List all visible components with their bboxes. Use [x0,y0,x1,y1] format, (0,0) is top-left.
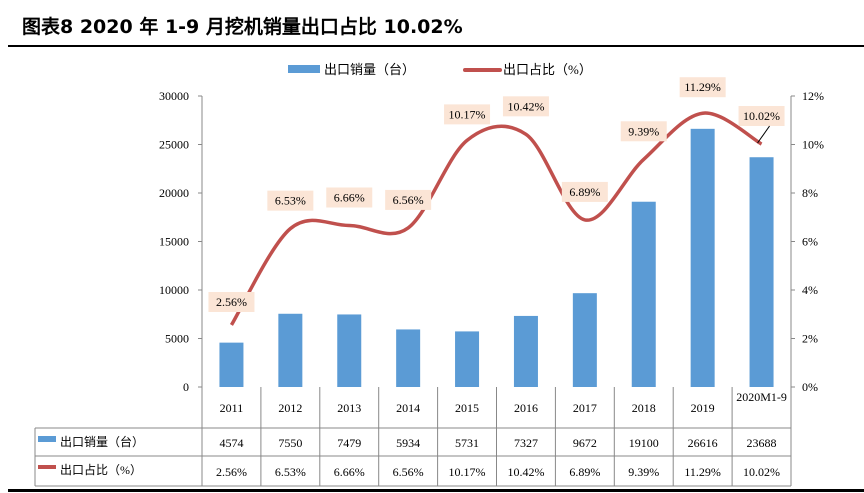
category-label: 2015 [455,401,479,415]
right-tick-label: 10% [802,138,824,152]
data-label: 6.66% [334,190,365,204]
data-label: 6.56% [393,193,424,207]
category-label: 2020M1-9 [736,390,787,404]
bar-2020M1-9 [749,157,774,387]
left-tick-label: 15000 [159,235,189,249]
table-cell-share: 6.56% [393,465,424,479]
data-label-bg [679,77,726,98]
data-label: 11.29% [684,80,721,94]
table-cell-volume: 5731 [455,436,479,450]
table-cell-volume: 4574 [219,436,243,450]
left-tick-label: 25000 [159,138,189,152]
data-label-bg [326,187,373,208]
right-tick-label: 0% [802,380,818,394]
share-line [229,111,763,326]
data-label: 10.17% [449,107,486,121]
table-row-label-share: 出口占比（%） [60,462,142,477]
table-cell-share: 10.42% [507,465,544,479]
table-cell-volume: 5934 [396,436,420,450]
data-label: 2.56% [216,295,247,309]
leader-line [757,125,770,144]
table-cell-volume: 7479 [337,436,361,450]
bar-2015 [455,331,480,387]
bar-2012 [278,313,303,387]
data-label: 10.02% [743,109,780,123]
table-cell-share: 10.02% [743,465,780,479]
legend-bar-label: 出口销量（台） [324,62,415,77]
table-cell-share: 6.66% [334,465,365,479]
bar-2016 [513,315,538,387]
table-row-label-volume: 出口销量（台） [60,434,144,449]
category-label: 2016 [514,401,538,415]
right-tick-label: 6% [802,235,818,249]
table-cell-share: 9.39% [628,465,659,479]
bar-2018 [631,201,656,387]
bar-2017 [572,293,597,387]
title-rule [8,45,864,47]
table-cell-share: 2.56% [216,465,247,479]
right-tick-label: 2% [802,332,818,346]
bottom-rule [8,489,864,492]
category-label: 2013 [337,401,361,415]
left-tick-label: 20000 [159,186,189,200]
data-label: 10.42% [507,99,544,113]
right-tick-label: 12% [802,89,824,103]
data-label-bg [385,189,432,210]
legend-line-label: 出口占比（%） [503,62,592,77]
bar-2013 [337,314,362,387]
data-label-bg [444,104,491,125]
left-tick-label: 0 [183,380,189,394]
left-tick-label: 30000 [159,89,189,103]
category-label: 2011 [220,401,244,415]
figure-title: 图表8 2020 年 1-9 月挖机销量出口占比 10.02% [22,16,463,38]
data-label-bg [561,181,608,202]
data-label: 6.53% [275,194,306,208]
right-tick-label: 4% [802,283,818,297]
table-cell-volume: 7327 [514,436,538,450]
left-tick-label: 5000 [165,332,189,346]
data-label: 9.39% [628,124,659,138]
left-tick-label: 10000 [159,283,189,297]
table-bar-swatch [38,436,56,442]
bar-2014 [396,329,421,387]
category-label: 2018 [632,401,656,415]
data-label-bg [208,292,255,312]
category-label: 2012 [278,401,302,415]
data-label-bg [620,121,667,142]
table-cell-share: 10.17% [449,465,486,479]
table-cell-share: 6.53% [275,465,306,479]
bar-2019 [690,128,715,387]
data-label: 6.89% [569,185,600,199]
data-label-bg [738,106,785,126]
right-tick-label: 8% [802,186,818,200]
table-cell-volume: 19100 [629,436,659,450]
category-label: 2019 [691,401,715,415]
category-label: 2017 [573,401,597,415]
data-label-bg [502,96,549,117]
category-label: 2014 [396,401,420,415]
legend-bar-swatch [288,65,320,73]
data-label-bg [267,190,314,211]
table-cell-volume: 7550 [278,436,302,450]
table-cell-share: 11.29% [684,465,721,479]
bar-2011 [219,342,244,387]
table-cell-volume: 26616 [688,436,718,450]
table-cell-volume: 9672 [573,436,597,450]
table-cell-volume: 23688 [747,436,777,450]
table-cell-share: 6.89% [569,465,600,479]
